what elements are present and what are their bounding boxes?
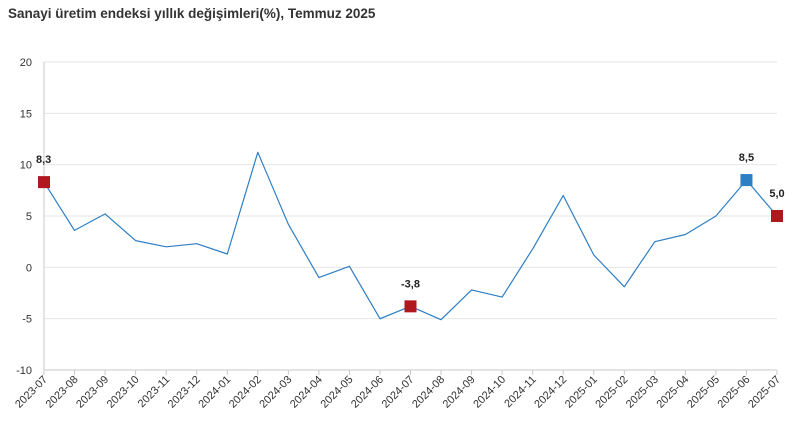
x-tick-label: 2023-07 [13,374,50,411]
x-tick-label: 2024-04 [288,374,325,411]
data-point-marker [404,300,417,313]
x-tick-label: 2024-05 [319,374,356,411]
x-tick-label: 2024-11 [502,374,538,410]
x-tick-label: 2023-08 [44,374,81,411]
data-point-marker [771,210,783,222]
x-tick-label: 2023-10 [105,374,142,411]
data-labels: 8,3 -3,8 8,5 5,0 [36,152,785,290]
y-tick-label: 20 [20,57,32,69]
y-tick-label: 15 [20,108,32,120]
x-tick-label: 2025-07 [746,374,783,411]
data-point-marker [38,176,50,189]
x-tick-label: 2025-06 [716,374,753,411]
y-tick-label: 5 [26,211,32,223]
x-tick-label: 2023-12 [166,374,203,411]
x-tick-label: 2025-03 [624,374,661,411]
series-line [43,151,778,321]
chart-title: Sanayi üretim endeksi yıllık değişimleri… [8,6,376,21]
x-tick-label: 2024-12 [532,374,569,411]
x-tick-label: 2025-01 [563,374,600,411]
series-line-path [43,151,778,321]
data-label: -3,8 [401,278,420,290]
x-axis: 2023-072023-082023-092023-102023-112023-… [13,369,783,411]
x-tick-label: 2023-09 [74,374,111,411]
x-tick-label: 2025-04 [654,374,691,411]
x-tick-label: 2024-03 [257,374,294,411]
y-tick-label: -10 [16,365,32,377]
data-point-marker [740,174,753,187]
x-tick-label: 2024-10 [471,374,508,411]
x-tick-label: 2024-09 [441,374,478,411]
x-tick-label: 2024-07 [380,374,417,411]
y-axis: 20 15 10 5 0 -5 -10 [16,57,45,377]
y-tick-label: 0 [26,262,32,274]
data-label: 8,5 [739,152,754,164]
data-label: 5,0 [769,188,784,200]
data-markers [38,174,783,313]
y-tick-label: -5 [22,314,32,326]
x-tick-label: 2023-11 [136,374,172,410]
x-tick-label: 2024-01 [196,374,233,411]
x-tick-label: 2024-06 [349,374,386,411]
y-tick-label: 10 [20,160,32,172]
grid-lines [44,61,777,371]
x-tick-label: 2025-05 [685,374,722,411]
x-tick-label: 2024-02 [227,374,264,411]
x-tick-label: 2025-02 [593,374,630,411]
x-tick-label: 2024-08 [410,374,447,411]
data-label: 8,3 [36,154,51,166]
